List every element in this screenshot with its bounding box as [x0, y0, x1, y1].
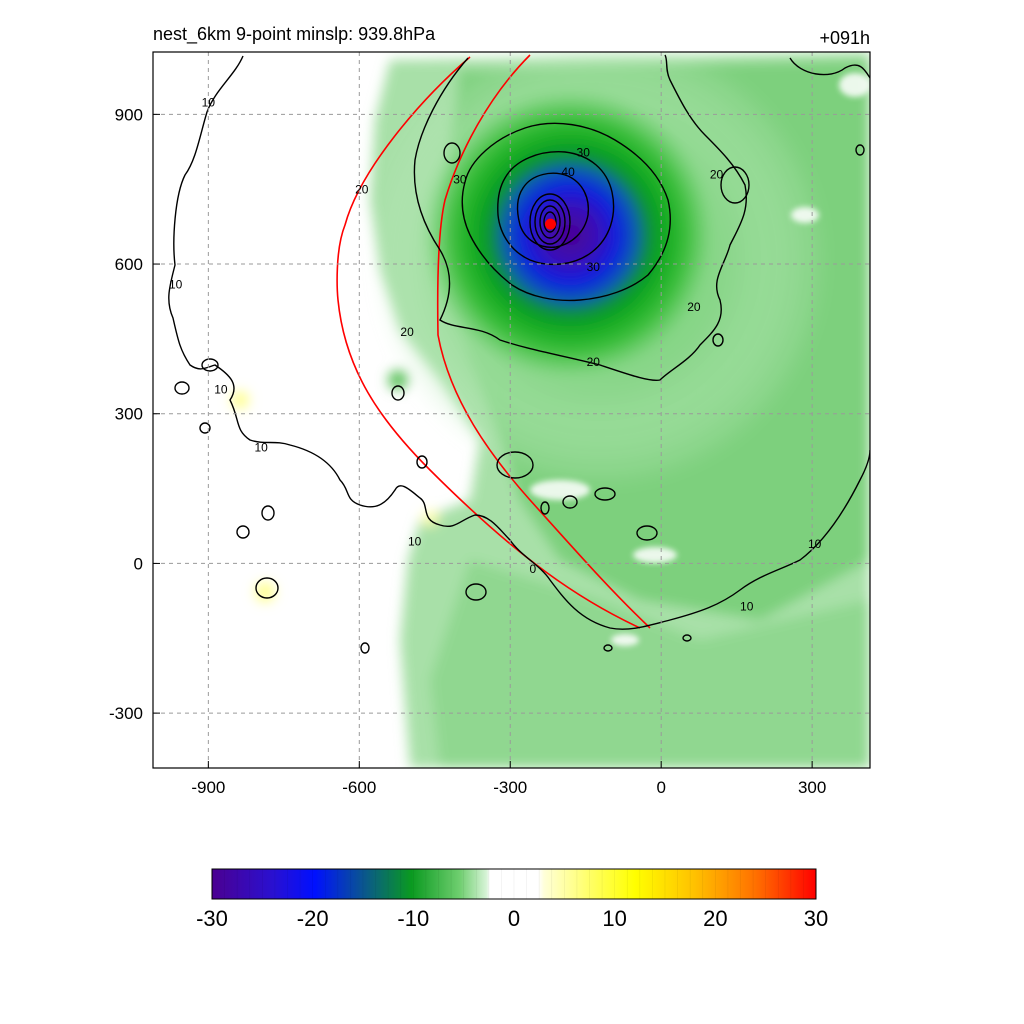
contour-label: 20: [710, 168, 724, 182]
contour-label: 20: [587, 355, 601, 369]
contour-closed: [540, 501, 550, 515]
contour-label: 20: [400, 325, 414, 339]
contour-closed: [416, 455, 428, 469]
contour-closed: [855, 144, 865, 156]
storm-center-marker: [544, 218, 556, 230]
yellow-patch: [231, 391, 249, 409]
contour-label: 0: [530, 562, 537, 576]
y-tick-label: 900: [115, 105, 143, 124]
contour-label: 30: [587, 260, 601, 274]
contour-label: 20: [355, 183, 369, 197]
colorbar-bands: [224, 869, 804, 899]
y-axis: -300 0 300 600 900: [109, 105, 160, 723]
contour-closed: [465, 583, 487, 601]
contour-closed: [720, 166, 750, 204]
contour-closed: [236, 525, 250, 539]
colorbar: [211, 868, 817, 900]
contour-closed: [360, 642, 370, 654]
x-axis: -900 -600 -300 0 300: [191, 761, 826, 797]
contour-closed: [174, 381, 190, 395]
x-tick-label: 300: [798, 778, 826, 797]
forecast-hour-label: +091h: [819, 28, 870, 48]
colorbar-tick-label: 30: [804, 906, 828, 931]
contour-label: 30: [453, 173, 467, 187]
colorbar-ticks: -30 -20 -10 0 10 20 30: [196, 906, 828, 931]
contour-closed: [199, 422, 211, 434]
contour-label: 10: [740, 599, 754, 613]
contour-closed: [603, 644, 613, 652]
contour-closed: [391, 385, 405, 401]
y-tick-label: -300: [109, 704, 143, 723]
contour-closed: [201, 358, 219, 372]
colorbar-tick-label: -20: [297, 906, 329, 931]
contour-east: [789, 57, 870, 79]
contour-closed: [712, 333, 724, 347]
white-streaks: [530, 73, 870, 646]
colorbar-tick-label: -10: [397, 906, 429, 931]
x-tick-label: -900: [191, 778, 225, 797]
x-tick-label: -600: [342, 778, 376, 797]
contour-label: 10: [214, 382, 228, 396]
contour-closed: [594, 487, 616, 501]
contour-50: [516, 172, 590, 248]
contour-label: 40: [561, 165, 575, 179]
contour-closed: [443, 142, 461, 164]
contour-40: [497, 151, 615, 266]
contour-eyewall: [534, 199, 566, 245]
contour-20-outer: [413, 54, 747, 382]
contour-closed: [496, 451, 534, 479]
contour-closed: [562, 495, 578, 509]
vortex-core: [420, 85, 720, 385]
contour-eyewall: [539, 205, 561, 239]
colorbar-tick-label: 20: [703, 906, 727, 931]
chart-title: nest_6km 9-point minslp: 939.8hPa: [153, 24, 436, 45]
storm-center-group: [544, 218, 556, 230]
contour-10-west: [168, 55, 870, 630]
green-patch: [388, 370, 408, 390]
lower-green-region: [430, 560, 870, 768]
plot-frame: [152, 51, 871, 769]
red-curve-inner: [436, 54, 651, 629]
contour-label: 10: [254, 441, 268, 455]
contour-label: 10: [202, 95, 216, 109]
contour-eyewall: [529, 193, 571, 251]
contour-closed: [261, 505, 275, 521]
contour-label: 20: [687, 300, 701, 314]
x-tick-label: 0: [656, 778, 665, 797]
contour-label: 10: [808, 537, 822, 551]
y-tick-label: 300: [115, 405, 143, 424]
contour-label: 30: [577, 145, 591, 159]
colorbar-tick-label: 0: [508, 906, 520, 931]
contour-lines: [168, 54, 870, 654]
contour-closed: [255, 577, 279, 599]
y-tick-label: 600: [115, 255, 143, 274]
contour-closed: [636, 525, 658, 541]
y-tick-label: 0: [134, 554, 143, 573]
contour-30: [461, 122, 671, 302]
yellow-patch: [255, 582, 275, 602]
contour-label: 10: [169, 278, 183, 292]
contour-eyewall: [543, 211, 557, 233]
contour-closed: [682, 634, 692, 642]
colorbar-tick-label: 10: [602, 906, 626, 931]
x-tick-label: -300: [493, 778, 527, 797]
contour-label: 10: [408, 534, 422, 548]
colorbar-tick-label: -30: [196, 906, 228, 931]
